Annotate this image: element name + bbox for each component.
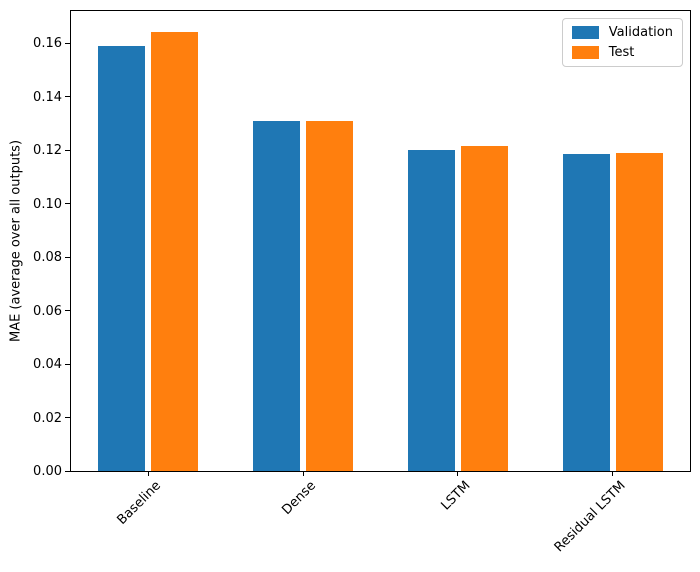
x-tick-label-baseline: Baseline	[114, 478, 165, 528]
y-tick-label: 0.16	[33, 36, 62, 52]
x-tick-label-residual-lstm: Residual LSTM	[551, 478, 629, 556]
bar-test-lstm	[460, 146, 508, 471]
legend: Validation Test	[561, 18, 683, 67]
y-tick-mark	[65, 363, 70, 365]
y-tick-label: 0.02	[33, 410, 62, 426]
y-tick-label: 0.12	[33, 143, 62, 159]
y-tick-label: 0.06	[33, 303, 62, 319]
y-tick-mark	[65, 256, 70, 258]
legend-item-test: Test	[571, 45, 673, 60]
y-tick-label: 0.00	[33, 464, 62, 479]
x-tick-mark	[457, 472, 459, 476]
y-tick-mark	[65, 42, 70, 44]
bar-test-residual-lstm	[615, 152, 663, 471]
legend-label-validation: Validation	[608, 25, 673, 40]
y-tick-mark	[65, 310, 70, 312]
legend-swatch-test-icon	[571, 46, 599, 59]
bar-validation-residual-lstm	[562, 154, 610, 471]
y-tick-mark	[65, 470, 70, 472]
x-tick-label-dense: Dense	[279, 478, 320, 518]
x-tick-mark	[147, 472, 149, 476]
y-tick-mark	[65, 203, 70, 205]
y-tick-mark	[65, 149, 70, 151]
y-tick-label: 0.14	[33, 89, 62, 105]
y-tick-label: 0.04	[33, 357, 62, 373]
y-tick-mark	[65, 96, 70, 98]
bar-test-dense	[306, 120, 354, 471]
y-axis-label: MAE (average over all outputs)	[8, 139, 24, 343]
x-tick-mark	[612, 472, 614, 476]
bar-test-baseline	[151, 32, 199, 471]
legend-label-test: Test	[608, 45, 635, 60]
legend-item-validation: Validation	[571, 25, 673, 40]
y-tick-mark	[65, 417, 70, 418]
bar-validation-baseline	[98, 45, 146, 471]
y-tick-label: 0.08	[33, 250, 62, 266]
bar-validation-lstm	[407, 150, 455, 471]
y-tick-label: 0.10	[33, 196, 62, 212]
bar-validation-dense	[253, 120, 301, 471]
legend-swatch-validation-icon	[571, 26, 599, 39]
plot-area: 0.00 0.02 0.04 0.06 0.08 0.10 0.12 0.14 0.16 Bas…	[33, 10, 691, 555]
x-tick-label-lstm: LSTM	[438, 478, 474, 514]
x-tick-mark	[302, 472, 304, 476]
